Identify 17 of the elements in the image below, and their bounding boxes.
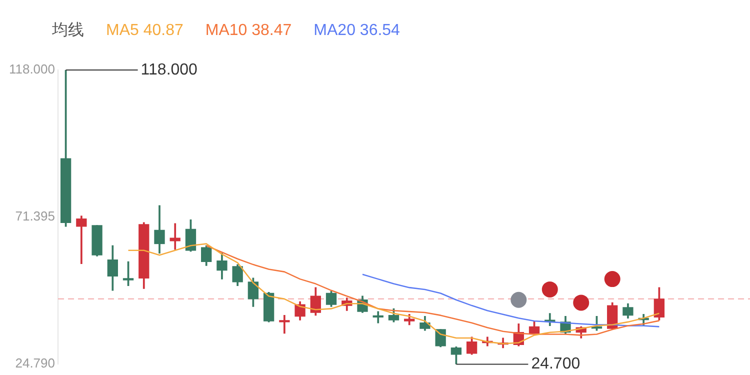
annotation: 118.000: [140, 61, 198, 78]
point: [542, 281, 558, 298]
candlestick: [372, 311, 384, 324]
point: [604, 271, 620, 288]
candlestick: [170, 223, 180, 250]
y-tick-label: 71.395: [15, 208, 55, 224]
legend-title: 均线: [52, 22, 84, 39]
annotation: 24.700: [531, 356, 580, 373]
text: MA20 36.54: [314, 22, 400, 39]
point: [510, 292, 527, 308]
candlestick: [76, 216, 87, 264]
y-tick-label: 24.790: [15, 355, 55, 370]
text: MA10 38.47: [205, 22, 292, 39]
candlestick: [279, 314, 290, 334]
text: MA5 40.87: [106, 22, 184, 39]
point: [573, 294, 590, 311]
y-tick-label: 118.000: [8, 62, 55, 77]
